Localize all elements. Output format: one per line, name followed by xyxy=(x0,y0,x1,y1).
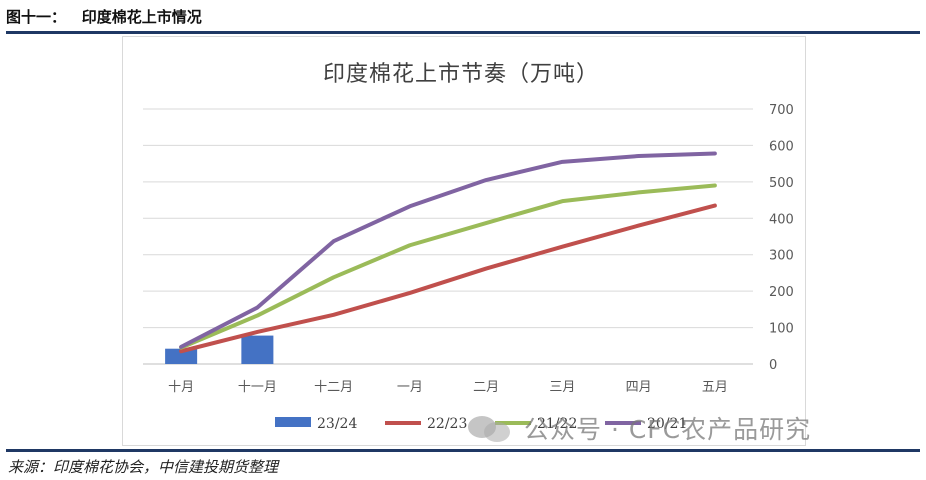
figure-title-text: 印度棉花上市情况 xyxy=(81,8,202,26)
figure-title: 图十一： 印度棉花上市情况 xyxy=(6,6,202,27)
y-tick-label: 400 xyxy=(769,212,794,227)
y-axis-ticks: 700 600 500 400 300 200 100 0 xyxy=(769,103,794,373)
x-tick-label: 二月 xyxy=(473,380,499,395)
x-tick-label: 十二月 xyxy=(314,380,353,395)
bar-layer xyxy=(165,335,274,364)
bar-23-24 xyxy=(241,335,274,364)
line-layer xyxy=(179,151,717,354)
y-tick-label: 200 xyxy=(769,285,794,300)
wechat-icon xyxy=(468,414,514,442)
source-note: 来源：印度棉花协会，中信建投期货整理 xyxy=(8,458,279,476)
legend-label: 20/21 xyxy=(647,416,687,432)
legend-label: 23/24 xyxy=(317,416,357,432)
chart-container: 印度棉花上市节奏（万吨） 700 600 500 400 300 200 100 0 十月 十一… xyxy=(122,36,806,446)
legend-label: 22/23 xyxy=(427,416,467,432)
y-tick-label: 500 xyxy=(769,176,794,191)
x-tick-label: 十一月 xyxy=(238,380,277,395)
y-tick-label: 700 xyxy=(769,103,794,118)
x-tick-label: 四月 xyxy=(626,380,652,395)
x-tick-label: 十月 xyxy=(168,380,194,395)
chart-title: 印度棉花上市节奏（万吨） xyxy=(323,62,599,87)
series-line-20-21 xyxy=(179,151,717,349)
figure-label: 图十一： xyxy=(6,8,67,26)
watermark-text: 公众号 · CFC农产品研究 xyxy=(524,415,812,444)
series-line-21-22 xyxy=(179,183,717,350)
bar-23-24 xyxy=(165,348,198,364)
y-tick-label: 300 xyxy=(769,249,794,264)
y-tick-label: 0 xyxy=(769,358,777,373)
header-rule xyxy=(6,31,920,34)
series-line-22-23 xyxy=(179,203,717,354)
watermark: 公众号 · CFC农产品研究 xyxy=(468,410,811,446)
figure-header: 图十一： 印度棉花上市情况 xyxy=(6,4,920,30)
grid-layer xyxy=(143,108,753,365)
legend-swatch xyxy=(275,417,311,427)
footer-rule xyxy=(6,449,920,452)
x-tick-label: 一月 xyxy=(397,380,423,395)
x-tick-label: 五月 xyxy=(702,380,728,395)
y-tick-label: 100 xyxy=(769,322,794,337)
x-tick-label: 三月 xyxy=(549,380,575,395)
y-tick-label: 600 xyxy=(769,139,794,154)
legend-label: 21/22 xyxy=(537,416,577,432)
chart-svg: 印度棉花上市节奏（万吨） 700 600 500 400 300 200 100 0 十月 十一… xyxy=(143,62,794,432)
x-axis-ticks: 十月 十一月 十二月 一月 二月 三月 四月 五月 xyxy=(168,380,728,395)
